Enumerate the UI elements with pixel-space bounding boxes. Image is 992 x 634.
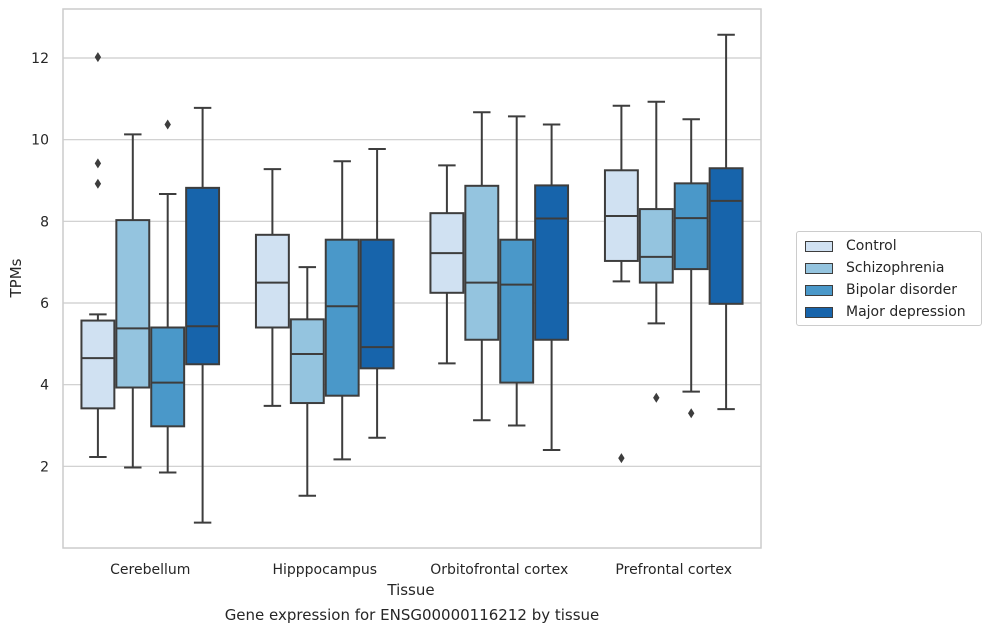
legend-item-bipolar: Bipolar disorder — [805, 280, 957, 300]
x-tick-label: Cerebellum — [110, 562, 190, 578]
box-group — [324, 160, 360, 461]
x-tick-label: Prefrontal cortex — [615, 562, 732, 578]
x-tick-label: Hipppocampus — [272, 562, 377, 578]
box-groups — [80, 33, 744, 524]
box-body — [464, 184, 500, 341]
box-group — [289, 266, 325, 497]
x-axis-label: Tissue — [386, 581, 434, 599]
box-body — [534, 184, 570, 341]
y-tick-label: 10 — [31, 133, 49, 149]
box-group — [254, 168, 290, 407]
legend-item-control: Control — [805, 236, 897, 256]
y-tick-label: 2 — [40, 459, 49, 475]
box-group — [534, 123, 570, 451]
plot-frame — [62, 8, 762, 549]
x-tick-label: Orbitofrontal cortex — [430, 562, 568, 578]
outlier-point — [94, 52, 102, 63]
tick-labels: 2 4 6 8 10 12 Cerebellum Hipppocampus Orbitofron… — [31, 51, 732, 578]
box-group — [115, 133, 151, 469]
legend: Control Schizophrenia Bipolar disorder M… — [796, 231, 982, 326]
plot-border — [62, 8, 762, 549]
outlier-point — [688, 408, 695, 419]
box-body — [185, 186, 221, 366]
y-tick-label: 12 — [31, 51, 49, 67]
legend-label-control: Control — [846, 238, 897, 254]
legend-swatch-bipolar — [805, 284, 833, 296]
box-body — [708, 167, 744, 305]
outlier-point — [618, 453, 625, 464]
y-axis-label: TPMs — [7, 258, 25, 298]
box-group — [80, 52, 116, 458]
legend-swatch-control — [805, 240, 833, 252]
box-group — [673, 118, 709, 419]
outlier-point — [94, 158, 102, 169]
y-tick-label: 4 — [40, 378, 49, 394]
legend-label-major-depression: Major depression — [846, 304, 966, 320]
box-body — [254, 233, 290, 329]
legend-item-major-depression: Major depression — [805, 302, 966, 322]
box-body — [80, 319, 116, 410]
legend-label-schizophrenia: Schizophrenia — [846, 260, 945, 276]
box-group — [359, 148, 395, 439]
box-group — [499, 115, 535, 427]
box-group — [150, 119, 186, 474]
box-group — [464, 111, 500, 422]
box-group — [638, 100, 674, 403]
box-body — [359, 238, 395, 370]
legend-swatch-schizophrenia — [805, 262, 833, 274]
box-body — [638, 208, 674, 284]
legend-item-schizophrenia: Schizophrenia — [805, 258, 944, 278]
box-body — [115, 219, 151, 389]
legend-label-bipolar: Bipolar disorder — [846, 282, 958, 298]
box-group — [708, 33, 744, 411]
legend-swatch-major-depression — [805, 306, 833, 318]
box-body — [673, 182, 709, 271]
box-group — [603, 104, 639, 464]
outlier-point — [653, 392, 660, 403]
y-tick-label: 6 — [40, 296, 49, 312]
outlier-point — [164, 119, 171, 130]
box-body — [324, 238, 360, 397]
figure-caption: Gene expression for ENSG00000116212 by t… — [224, 606, 600, 624]
box-body — [289, 318, 325, 405]
box-group — [185, 106, 221, 524]
outlier-point — [94, 178, 102, 189]
box-body — [499, 238, 535, 384]
box-body — [150, 326, 186, 428]
box-group — [429, 164, 465, 365]
y-tick-label: 8 — [40, 214, 49, 230]
